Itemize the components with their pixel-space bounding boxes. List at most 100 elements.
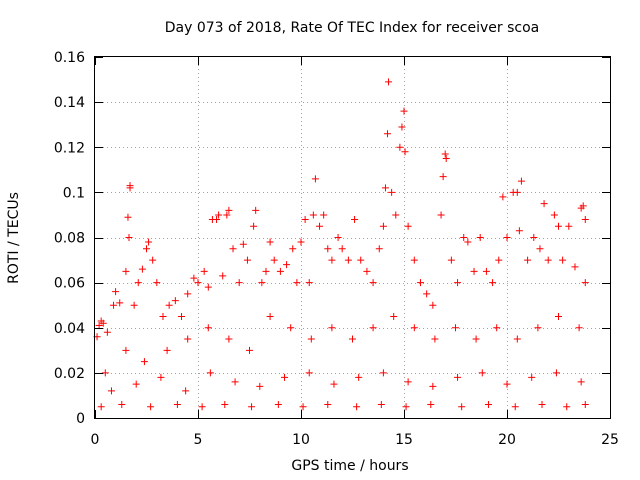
data-point (163, 346, 171, 354)
data-point (184, 290, 192, 298)
data-point (454, 373, 462, 381)
data-point (579, 202, 587, 210)
data-point (305, 279, 313, 287)
data-point (138, 265, 146, 273)
x-tick-label: 15 (395, 432, 413, 448)
data-point (324, 245, 332, 253)
data-point (178, 312, 186, 320)
data-point (221, 400, 229, 408)
data-point (482, 267, 490, 275)
data-point (270, 256, 278, 264)
data-point (404, 378, 412, 386)
data-point (524, 256, 532, 264)
data-point (125, 234, 133, 241)
data-point (351, 215, 359, 223)
data-point (515, 227, 523, 235)
data-point (190, 274, 198, 282)
data-point (299, 403, 307, 411)
data-point (470, 267, 478, 275)
data-point (476, 234, 484, 241)
data-point (283, 261, 291, 269)
data-point (206, 369, 214, 377)
data-point (375, 245, 383, 253)
data-point (544, 256, 552, 264)
data-point (107, 387, 115, 395)
data-points (93, 78, 589, 411)
y-axis-label: ROTI / TECUs (6, 192, 22, 284)
data-point (219, 272, 227, 280)
data-point (246, 346, 253, 354)
data-point (377, 400, 385, 408)
data-point (184, 335, 192, 343)
data-point (581, 400, 589, 408)
data-point (381, 184, 389, 192)
x-tick-label: 0 (91, 432, 100, 448)
data-point (349, 335, 356, 343)
data-point (452, 324, 459, 332)
data-point (396, 143, 404, 151)
data-point (112, 288, 120, 296)
data-point (493, 324, 501, 332)
data-point (410, 256, 418, 264)
data-point (355, 373, 363, 381)
x-tick-label: 20 (498, 432, 516, 448)
data-point (204, 283, 212, 291)
plot-frame (94, 56, 611, 419)
data-point (143, 245, 150, 253)
data-point (571, 263, 579, 271)
data-point (460, 234, 468, 241)
data-point (200, 267, 208, 275)
data-point (550, 211, 558, 219)
data-point (404, 222, 412, 230)
data-point (472, 335, 480, 343)
data-point (134, 279, 142, 287)
data-point (320, 211, 328, 219)
data-point (353, 403, 361, 411)
data-point (289, 245, 297, 253)
data-point (311, 175, 319, 183)
data-point (536, 245, 544, 253)
data-point (379, 222, 387, 230)
axis-ticks (95, 57, 611, 419)
chart-title: Day 073 of 2018, Rate Of TEC Index for r… (165, 20, 540, 36)
data-point (305, 369, 313, 377)
data-point (97, 403, 105, 411)
data-point (565, 222, 573, 230)
data-point (555, 312, 562, 320)
data-point (147, 403, 155, 411)
data-point (215, 211, 223, 219)
data-point (401, 148, 409, 156)
data-point (101, 369, 109, 377)
data-point (274, 400, 282, 408)
data-point (281, 373, 289, 381)
data-point (309, 211, 317, 219)
data-point (344, 256, 352, 264)
y-tick-label: 0.04 (54, 321, 85, 337)
data-point (429, 382, 437, 390)
data-point (225, 335, 233, 343)
data-point (398, 123, 406, 131)
data-point (577, 378, 585, 386)
data-point (223, 211, 231, 219)
data-point (402, 403, 410, 411)
data-point (297, 238, 305, 246)
data-point (385, 78, 393, 86)
data-point (484, 400, 492, 408)
data-point (581, 279, 589, 287)
data-point (363, 267, 371, 275)
data-point (248, 403, 256, 411)
data-point (447, 256, 455, 264)
data-point (262, 267, 270, 275)
data-point (388, 188, 396, 196)
x-tick-label: 25 (601, 432, 619, 448)
data-point (276, 267, 284, 275)
data-point (384, 130, 392, 138)
data-point (145, 238, 153, 246)
data-point (392, 211, 400, 219)
data-point (110, 301, 118, 309)
y-tick-label: 0.02 (54, 366, 85, 382)
data-point (357, 256, 365, 264)
data-point (99, 319, 107, 327)
data-point (213, 215, 221, 223)
